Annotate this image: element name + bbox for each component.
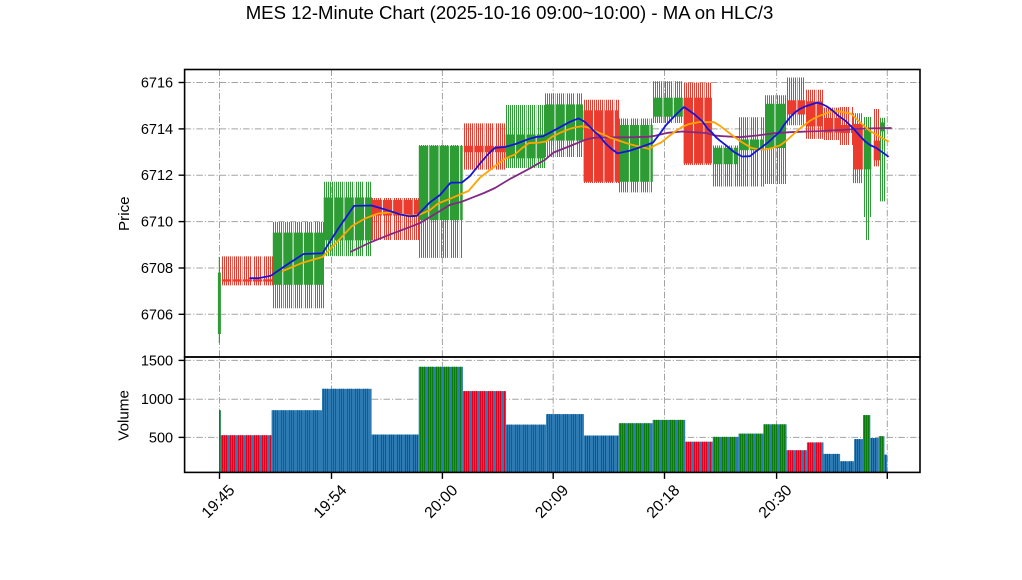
- svg-text:1000: 1000: [141, 392, 173, 408]
- svg-text:6716: 6716: [141, 76, 173, 92]
- svg-text:6710: 6710: [141, 215, 173, 231]
- svg-text:6706: 6706: [141, 307, 173, 323]
- svg-text:Price: Price: [116, 196, 133, 231]
- svg-text:500: 500: [149, 430, 173, 446]
- svg-text:1500: 1500: [141, 353, 173, 369]
- svg-text:MES 12-Minute Chart (2025-10-1: MES 12-Minute Chart (2025-10-16 09:00~10…: [246, 2, 774, 23]
- svg-text:6708: 6708: [141, 261, 173, 277]
- svg-text:6712: 6712: [141, 168, 173, 184]
- svg-text:Volume: Volume: [116, 390, 133, 441]
- svg-text:6714: 6714: [141, 122, 173, 138]
